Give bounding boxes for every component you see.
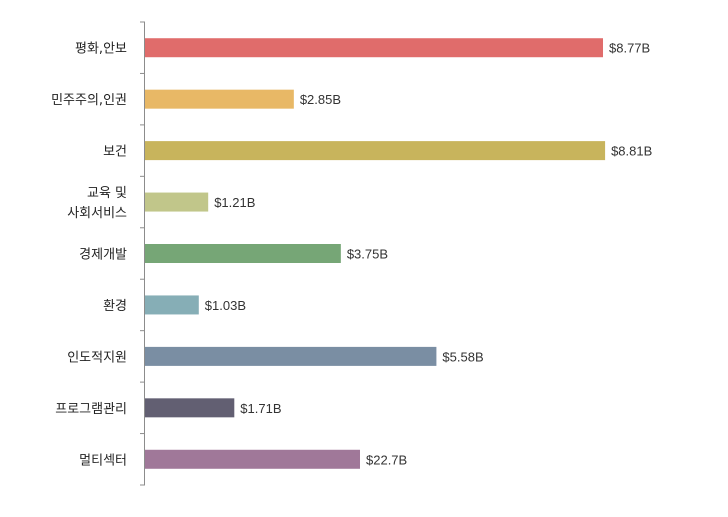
value-labels: $8.77B $2.85B $8.81B $1.21B $3.75B $1.03B $5.5… <box>205 41 653 468</box>
bar <box>145 346 437 366</box>
value-label: $8.81B <box>611 144 652 159</box>
category-label: 인도적지원 <box>67 350 127 365</box>
category-label: 프로그램관리 <box>55 402 127 417</box>
category-label: 민주주의,인권 <box>51 93 127 108</box>
bar <box>145 449 360 469</box>
value-label: $8.77B <box>609 41 650 56</box>
category-label: 평화,안보 <box>75 42 127 57</box>
bar <box>145 398 235 418</box>
bar <box>145 38 603 58</box>
value-label: $22.7B <box>366 452 407 467</box>
value-label: $3.75B <box>347 247 388 262</box>
value-label: $5.58B <box>442 349 483 364</box>
value-label: $2.85B <box>300 92 341 107</box>
bar <box>145 89 294 109</box>
bar <box>145 244 341 263</box>
category-label: 경제개발 <box>79 248 127 263</box>
category-label: 보건 <box>103 145 127 160</box>
category-label: 환경 <box>103 299 127 314</box>
value-label: $1.03B <box>205 298 246 313</box>
y-axis-ticks <box>140 21 145 486</box>
value-label: $1.21B <box>214 195 255 210</box>
bars-layer <box>145 38 606 469</box>
category-label: 멀티섹터 <box>79 453 127 468</box>
category-label: 사회서비스 <box>67 206 127 221</box>
bar <box>145 192 209 212</box>
value-label: $1.71B <box>240 401 281 416</box>
category-label: 교육 및 <box>87 186 127 201</box>
bar <box>145 141 606 161</box>
bar <box>145 295 199 315</box>
